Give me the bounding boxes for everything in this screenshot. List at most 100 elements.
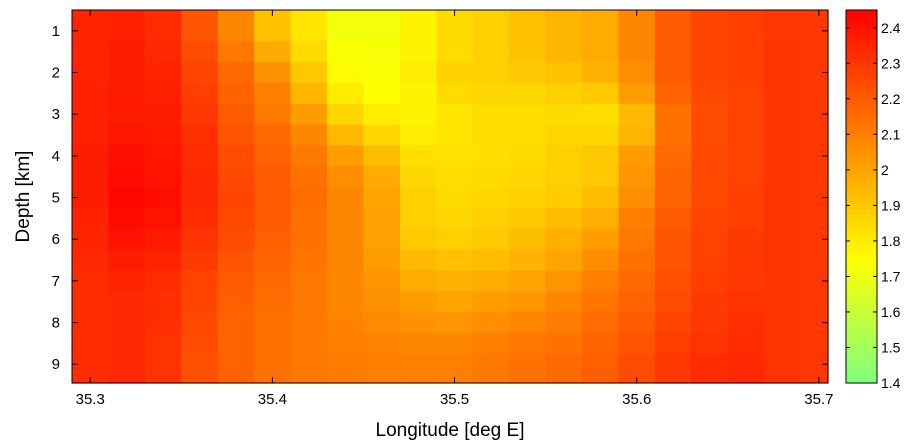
heatmap-cell <box>363 228 401 251</box>
colorbar-segment <box>846 50 877 58</box>
heatmap-cell <box>254 228 292 251</box>
heatmap-cell <box>509 20 547 42</box>
heatmap-cell <box>254 312 292 334</box>
colorbar-segment <box>846 295 877 303</box>
heatmap-cell <box>108 312 146 334</box>
heatmap-cell <box>764 41 802 63</box>
heatmap-cell <box>654 62 692 84</box>
heatmap-cell <box>618 228 656 251</box>
colorbar-segment <box>846 289 877 297</box>
heatmap-cell <box>327 374 365 384</box>
heatmap-cell <box>254 82 292 105</box>
y-tick-label: 1 <box>52 23 60 40</box>
heatmap-cell <box>800 374 829 384</box>
heatmap-cell <box>181 82 219 105</box>
heatmap-cell <box>436 20 474 42</box>
heatmap-cell <box>654 124 692 147</box>
heatmap-cell <box>654 332 692 355</box>
colorbar-segment <box>846 27 877 34</box>
heatmap-cell <box>217 312 255 334</box>
colorbar-segment <box>846 109 877 116</box>
heatmap-cell <box>290 20 328 42</box>
heatmap-cell <box>618 145 656 167</box>
heatmap-cell <box>436 124 474 147</box>
colorbar-tick-label: 1.7 <box>881 268 901 284</box>
heatmap-cell <box>691 62 729 84</box>
heatmap-cell <box>254 20 292 42</box>
heatmap-cell <box>254 270 292 292</box>
heatmap-cell <box>290 270 328 292</box>
heatmap-cell <box>72 145 110 167</box>
heatmap-cell <box>509 332 547 355</box>
heatmap-cell <box>108 353 146 376</box>
heatmap-cell <box>654 187 692 209</box>
heatmap-cell <box>582 82 620 105</box>
heatmap-cell <box>327 332 365 355</box>
y-tick-label: 7 <box>52 273 60 290</box>
heatmap-cell <box>290 312 328 334</box>
x-tick-label: 35.3 <box>76 391 105 408</box>
heatmap-cell <box>144 270 182 292</box>
colorbar-segment <box>846 149 877 157</box>
colorbar-segment <box>846 91 877 99</box>
x-tick-label: 35.4 <box>258 391 287 408</box>
heatmap-cell <box>545 291 583 313</box>
heatmap-cell <box>545 332 583 355</box>
heatmap-cell <box>654 103 692 126</box>
heatmap-cell <box>144 207 182 230</box>
heatmap-cell <box>509 166 547 188</box>
colorbar-segment <box>846 324 877 332</box>
heatmap-cell <box>290 62 328 84</box>
heatmap-cell <box>72 312 110 334</box>
heatmap-cell <box>144 291 182 313</box>
heatmap-cell <box>436 312 474 334</box>
heatmap-cell <box>727 374 765 384</box>
colorbar-segment <box>846 196 877 203</box>
heatmap-cell <box>764 166 802 188</box>
heatmap-cell <box>472 124 510 147</box>
heatmap-cell <box>509 353 547 376</box>
heatmap-cell <box>72 41 110 63</box>
heatmap-cell <box>509 207 547 230</box>
heatmap-cell <box>327 353 365 376</box>
heatmap-cell <box>363 270 401 292</box>
heatmap-cell <box>545 374 583 384</box>
colorbar-segment <box>846 21 877 29</box>
colorbar-segment <box>846 33 877 40</box>
heatmap-cell <box>436 145 474 167</box>
colorbar-tick-label: 1.5 <box>881 339 901 355</box>
heatmap-cell <box>144 10 182 22</box>
heatmap-cell <box>472 41 510 63</box>
colorbar-segment <box>846 132 877 139</box>
heatmap-cell <box>691 374 729 384</box>
colorbar-segment <box>846 260 877 268</box>
heatmap-cell <box>108 103 146 126</box>
heatmap-cell <box>399 41 437 63</box>
heatmap-cell <box>363 207 401 230</box>
colorbar-segment <box>846 44 877 52</box>
heatmap-cell <box>472 312 510 334</box>
heatmap-cell <box>472 187 510 209</box>
colorbar-segment <box>846 313 877 320</box>
colorbar-tick-label: 2.2 <box>881 91 901 107</box>
heatmap-cell <box>399 228 437 251</box>
x-axis-title: Longitude [deg E] <box>376 420 525 441</box>
colorbar-segment <box>846 365 877 372</box>
heatmap-cell <box>290 145 328 167</box>
heatmap-cell <box>582 312 620 334</box>
heatmap-cell <box>327 228 365 251</box>
heatmap-cell <box>582 41 620 63</box>
heatmap-cell <box>764 270 802 292</box>
heatmap-cell <box>399 187 437 209</box>
heatmap-cell <box>436 103 474 126</box>
heatmap-cell <box>654 82 692 105</box>
heatmap-cell <box>727 62 765 84</box>
heatmap-cell <box>108 228 146 251</box>
heatmap-cell <box>472 10 510 22</box>
heatmap-cell <box>72 228 110 251</box>
heatmap-cell <box>764 62 802 84</box>
colorbar-tick-label: 2.4 <box>881 20 901 36</box>
heatmap-cell <box>472 291 510 313</box>
heatmap-cell <box>800 145 829 167</box>
y-tick-label: 4 <box>52 148 60 165</box>
